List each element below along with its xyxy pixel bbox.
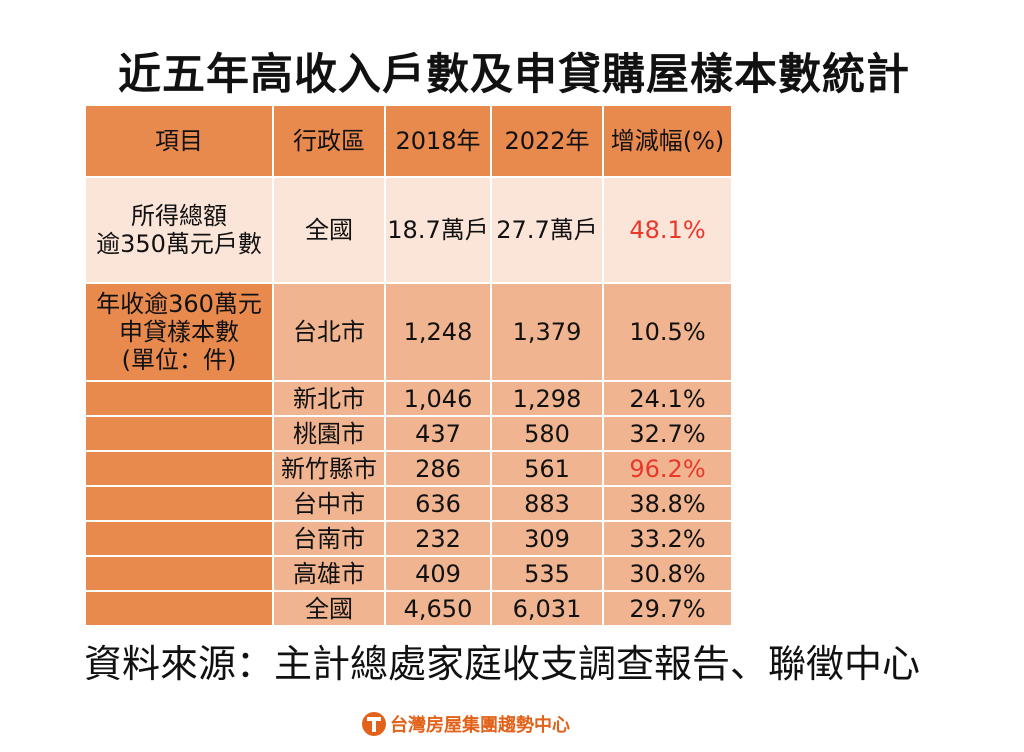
header-2018: 2018年 (384, 104, 492, 178)
logo-icon (362, 712, 386, 736)
table-row: 桃園市 437 580 32.7% (84, 415, 733, 452)
item-cell (84, 520, 274, 557)
change-cell: 33.2% (602, 520, 733, 557)
header-district: 行政區 (272, 104, 386, 178)
change-cell: 38.8% (602, 485, 733, 522)
value-2022-cell: 535 (490, 555, 604, 592)
district-cell: 新北市 (272, 380, 386, 417)
item-cell: 年收逾360萬元 申貸樣本數 (單位：件) (84, 282, 274, 382)
value-2018-cell: 4,650 (384, 590, 492, 627)
item-cell (84, 415, 274, 452)
value-2022-cell: 27.7萬戶 (490, 176, 604, 284)
change-cell: 29.7% (602, 590, 733, 627)
change-cell: 30.8% (602, 555, 733, 592)
item-cell (84, 485, 274, 522)
district-cell: 台南市 (272, 520, 386, 557)
value-2022-cell: 883 (490, 485, 604, 522)
value-2022-cell: 561 (490, 450, 604, 487)
loan-item-label: 年收逾360萬元 申貸樣本數 (單位：件) (96, 290, 262, 374)
value-2022-cell: 1,379 (490, 282, 604, 382)
table-row: 新竹縣市 286 561 96.2% (84, 450, 733, 487)
item-cell (84, 450, 274, 487)
value-2018-cell: 409 (384, 555, 492, 592)
table-row: 台中市 636 883 38.8% (84, 485, 733, 522)
table-row: 台南市 232 309 33.2% (84, 520, 733, 557)
table-total-row: 全國 4,650 6,031 29.7% (84, 590, 733, 627)
change-cell: 10.5% (602, 282, 733, 382)
table-row: 新北市 1,046 1,298 24.1% (84, 380, 733, 417)
district-cell: 台北市 (272, 282, 386, 382)
income-item-label: 所得總額 逾350萬元戶數 (96, 202, 262, 258)
logo-text: 台灣房屋集團趨勢中心 (390, 715, 570, 736)
statistics-table: 項目 行政區 2018年 2022年 增減幅(%) 所得總額 逾350萬元戶數 全… (84, 104, 733, 627)
district-cell: 新竹縣市 (272, 450, 386, 487)
value-2018-cell: 232 (384, 520, 492, 557)
header-change: 增減幅(%) (602, 104, 733, 178)
value-2022-cell: 1,298 (490, 380, 604, 417)
table-header-row: 項目 行政區 2018年 2022年 增減幅(%) (84, 104, 733, 178)
change-cell: 24.1% (602, 380, 733, 417)
company-logo: 台灣房屋集團趨勢中心 (362, 710, 570, 738)
value-2018-cell: 1,248 (384, 282, 492, 382)
district-cell: 全國 (272, 176, 386, 284)
value-2018-cell: 1,046 (384, 380, 492, 417)
district-cell: 高雄市 (272, 555, 386, 592)
header-2022: 2022年 (490, 104, 604, 178)
item-cell (84, 555, 274, 592)
value-2018-cell: 18.7萬戶 (384, 176, 492, 284)
data-source-note: 資料來源：主計總處家庭收支調查報告、聯徵中心 (84, 642, 921, 686)
change-cell: 48.1% (602, 176, 733, 284)
item-cell (84, 590, 274, 627)
table-row: 年收逾360萬元 申貸樣本數 (單位：件) 台北市 1,248 1,379 10.5… (84, 282, 733, 382)
change-cell: 96.2% (602, 450, 733, 487)
value-2018-cell: 636 (384, 485, 492, 522)
value-2018-cell: 286 (384, 450, 492, 487)
item-cell: 所得總額 逾350萬元戶數 (84, 176, 274, 284)
value-2022-cell: 6,031 (490, 590, 604, 627)
change-cell: 32.7% (602, 415, 733, 452)
district-cell: 台中市 (272, 485, 386, 522)
header-item: 項目 (84, 104, 274, 178)
district-cell: 桃園市 (272, 415, 386, 452)
page-title: 近五年高收入戶數及申貸購屋樣本數統計 (118, 50, 910, 100)
value-2018-cell: 437 (384, 415, 492, 452)
table-row: 高雄市 409 535 30.8% (84, 555, 733, 592)
item-cell (84, 380, 274, 417)
table-row: 所得總額 逾350萬元戶數 全國 18.7萬戶 27.7萬戶 48.1% (84, 176, 733, 284)
district-cell: 全國 (272, 590, 386, 627)
value-2022-cell: 309 (490, 520, 604, 557)
value-2022-cell: 580 (490, 415, 604, 452)
